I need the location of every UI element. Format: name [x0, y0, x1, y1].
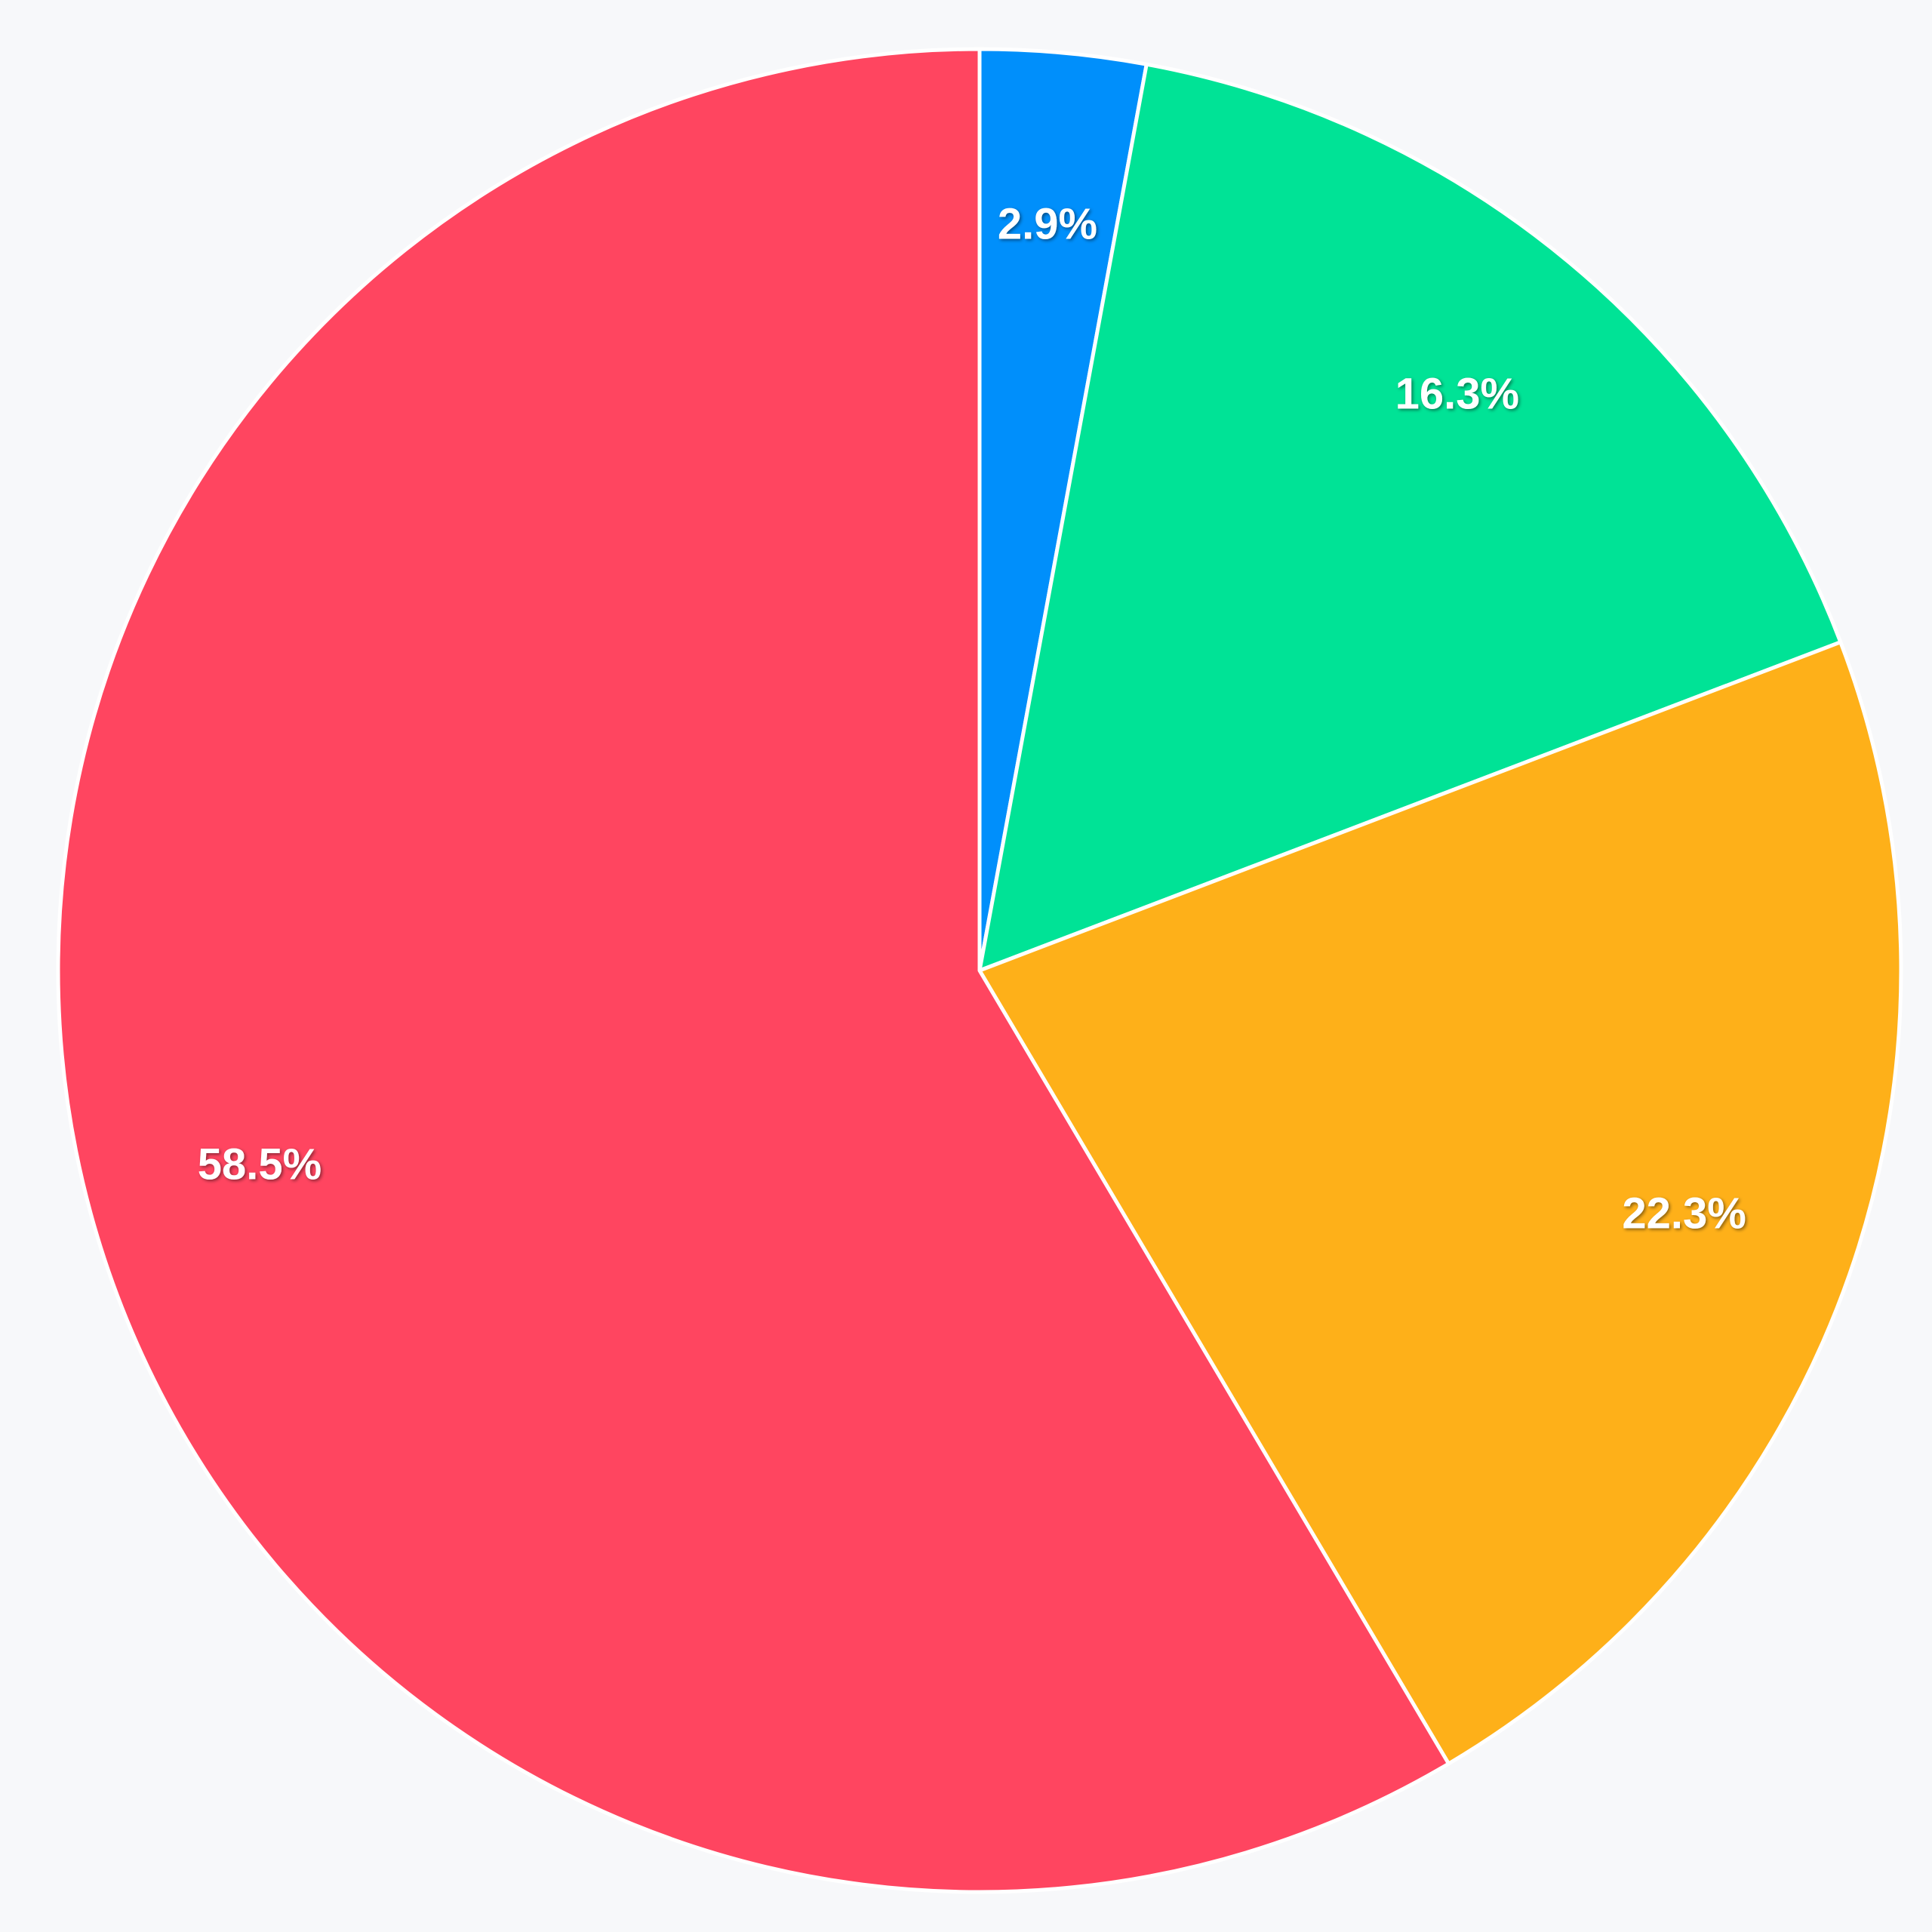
slice-label: 22.3%	[1622, 1189, 1746, 1238]
slices	[56, 47, 1903, 1894]
slice-label: 58.5%	[198, 1140, 321, 1189]
slice-label: 2.9%	[998, 199, 1097, 248]
pie-slice	[977, 640, 1903, 1766]
pie-slice	[977, 62, 1843, 973]
labels: 2.9% 16.3% 22.3% 58.5%	[198, 199, 1746, 1238]
pie-slice	[56, 47, 1451, 1894]
slice-label: 16.3%	[1395, 369, 1519, 418]
